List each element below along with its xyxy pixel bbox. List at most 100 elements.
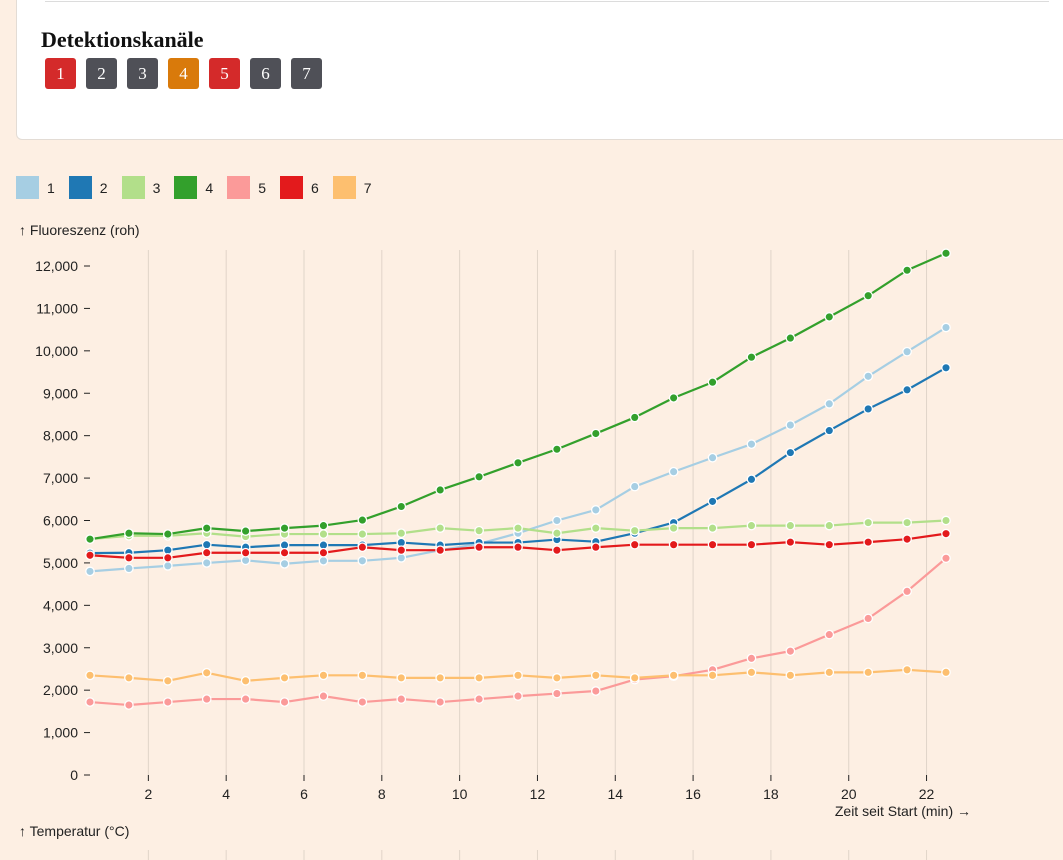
- data-point-7: [85, 670, 95, 681]
- data-point-5: [201, 694, 212, 704]
- legend-label: 2: [99, 179, 108, 196]
- data-point-5: [746, 653, 757, 664]
- data-point-4: [668, 393, 679, 403]
- card-title: Detektionskanäle: [41, 27, 204, 52]
- data-point-7: [396, 673, 407, 683]
- data-point-3: [746, 520, 757, 531]
- y-tick-label: 6,000: [43, 513, 78, 529]
- data-point-7: [629, 673, 640, 683]
- data-point-1: [941, 322, 951, 333]
- data-point-2: [863, 404, 874, 414]
- channel-button-3[interactable]: 3: [127, 58, 158, 89]
- data-point-5: [590, 686, 601, 696]
- data-point-2: [201, 539, 212, 550]
- data-point-4: [124, 528, 134, 539]
- data-point-3: [474, 525, 484, 536]
- data-point-2: [746, 474, 757, 485]
- data-point-5: [552, 688, 562, 699]
- legend-item-7[interactable]: 7: [332, 176, 372, 199]
- data-point-6: [318, 547, 329, 558]
- y-tick-label: 11,000: [36, 300, 78, 316]
- y-tick-label: 10,000: [35, 343, 78, 359]
- data-point-4: [513, 457, 523, 468]
- channel-button-2[interactable]: 2: [86, 58, 117, 89]
- data-point-7: [902, 664, 912, 675]
- x-tick-label: 2: [144, 786, 152, 802]
- legend-swatch: [227, 176, 251, 199]
- data-point-6: [629, 539, 640, 550]
- temperature-axis-title: ↑ Temperatur (°C): [19, 823, 130, 839]
- data-point-5: [279, 697, 290, 707]
- chart-legend: 1 2 3 4 5 6 7: [16, 176, 386, 199]
- legend-item-1[interactable]: 1: [16, 176, 55, 199]
- channel-button-1[interactable]: 1: [45, 58, 76, 89]
- data-point-1: [124, 563, 134, 574]
- series-line-5: [89, 557, 947, 707]
- data-point-4: [746, 352, 757, 363]
- data-point-6: [474, 542, 484, 553]
- data-point-3: [629, 525, 640, 536]
- data-point-5: [124, 700, 134, 710]
- data-point-7: [707, 670, 718, 681]
- data-point-6: [357, 542, 368, 553]
- data-point-4: [474, 471, 484, 482]
- channel-button-7[interactable]: 7: [291, 58, 322, 89]
- data-point-6: [668, 539, 679, 550]
- y-tick-label: 7,000: [43, 470, 78, 486]
- data-point-7: [552, 673, 562, 683]
- legend-label: 7: [363, 179, 372, 196]
- data-point-1: [707, 452, 718, 463]
- data-point-3: [357, 529, 368, 539]
- data-point-4: [824, 312, 835, 322]
- data-point-5: [941, 553, 951, 564]
- data-point-6: [435, 545, 446, 556]
- data-point-5: [863, 613, 874, 624]
- data-point-4: [357, 515, 368, 525]
- data-point-1: [902, 346, 912, 357]
- channel-button-6[interactable]: 6: [250, 58, 281, 89]
- x-tick-label: 20: [841, 786, 857, 802]
- data-point-5: [902, 586, 912, 597]
- legend-swatch: [121, 176, 145, 199]
- legend-item-5[interactable]: 5: [227, 176, 266, 199]
- data-point-7: [357, 670, 368, 681]
- data-point-4: [162, 529, 173, 539]
- data-point-5: [474, 694, 484, 704]
- data-point-4: [201, 523, 212, 533]
- data-point-6: [902, 534, 912, 545]
- data-point-6: [85, 550, 95, 561]
- legend-label: 6: [310, 179, 319, 196]
- data-point-7: [941, 667, 951, 678]
- data-point-3: [902, 517, 912, 528]
- data-point-6: [785, 537, 796, 547]
- x-tick-label: 22: [919, 786, 935, 802]
- data-point-3: [707, 523, 718, 533]
- divider: [45, 1, 1049, 2]
- y-tick-label: 5,000: [43, 555, 78, 571]
- series-line-4: [89, 252, 947, 541]
- legend-item-2[interactable]: 2: [68, 176, 108, 199]
- data-point-3: [318, 529, 329, 539]
- channel-button-5[interactable]: 5: [209, 58, 240, 89]
- data-point-1: [629, 481, 640, 492]
- x-tick-label: 14: [607, 786, 623, 802]
- data-point-3: [396, 528, 407, 539]
- legend-item-6[interactable]: 6: [279, 176, 319, 199]
- data-point-1: [279, 558, 290, 569]
- channel-button-4[interactable]: 4: [168, 58, 199, 89]
- data-point-6: [863, 537, 874, 547]
- data-point-6: [279, 547, 290, 558]
- x-tick-label: 16: [685, 786, 701, 802]
- legend-item-3[interactable]: 3: [121, 176, 160, 199]
- data-point-2: [902, 385, 912, 395]
- y-tick-label: 8,000: [43, 428, 78, 444]
- y-tick-label: 12,000: [35, 258, 78, 274]
- legend-item-4[interactable]: 4: [174, 176, 213, 199]
- data-point-6: [707, 539, 718, 550]
- data-point-1: [746, 439, 757, 449]
- legend-swatch: [332, 176, 356, 199]
- x-axis-title: Zeit seit Start (min) →: [835, 803, 971, 819]
- data-point-1: [162, 561, 173, 571]
